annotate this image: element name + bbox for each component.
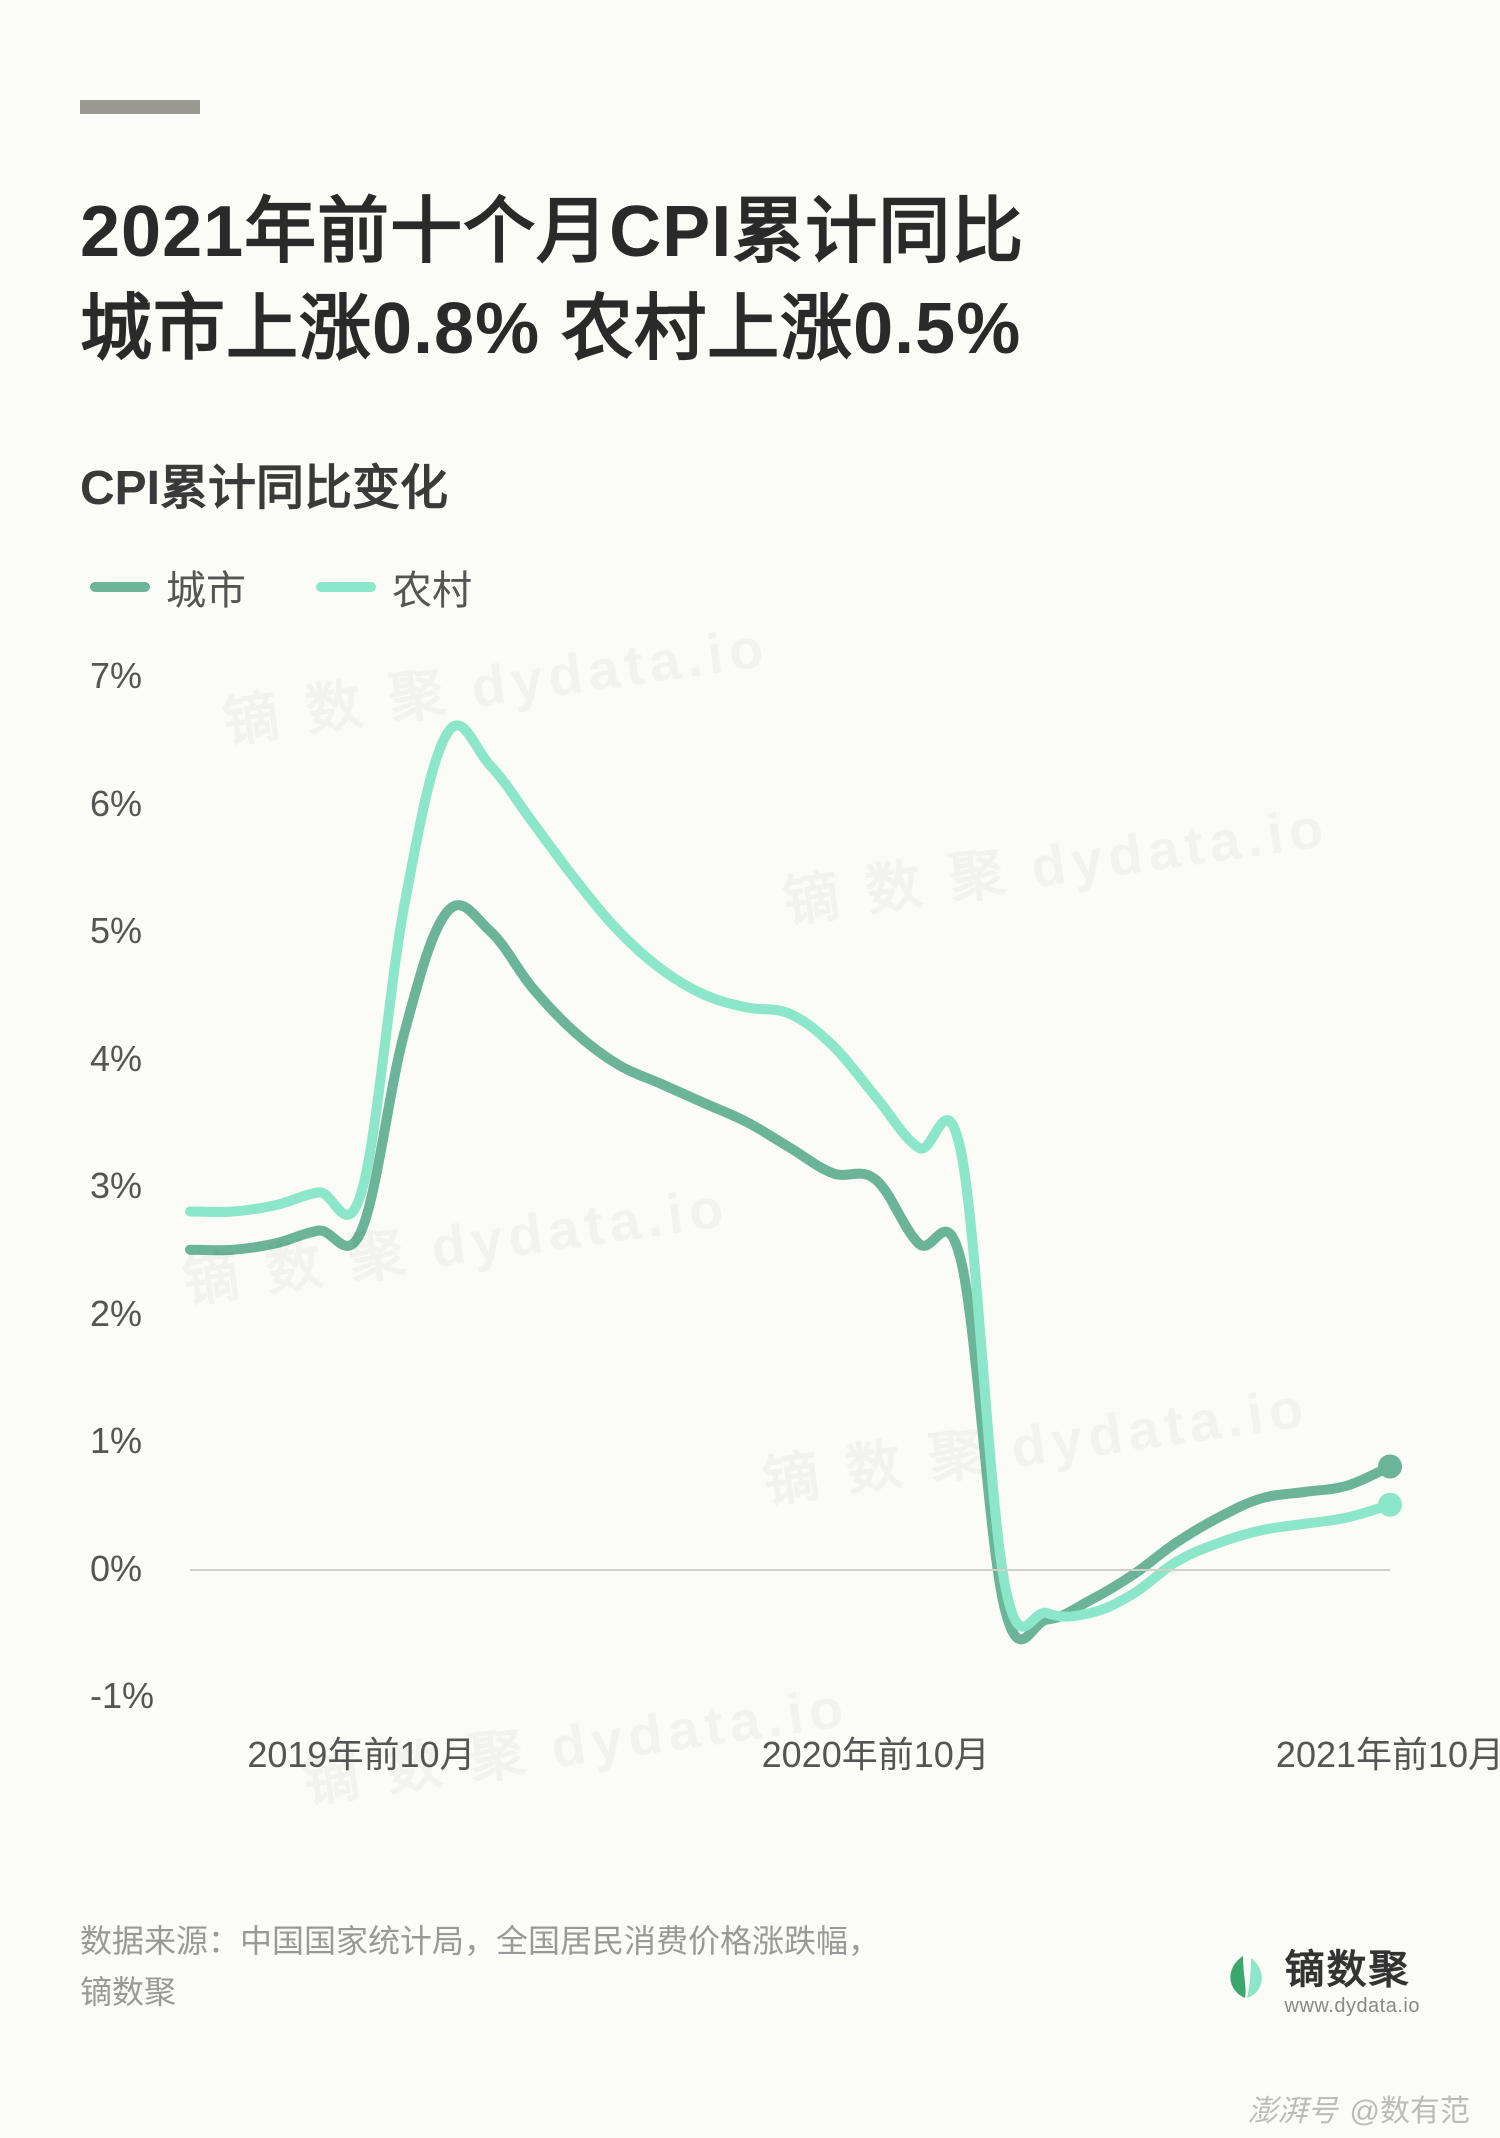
chart-subtitle: CPI累计同比变化 — [80, 448, 1420, 518]
chart: -1%0%1%2%3%4%5%6%7%2019年前10月2020年前10月202… — [80, 646, 1420, 1826]
brand-url: www.dydata.io — [1285, 1995, 1420, 2018]
x-tick-label: 2019年前10月 — [247, 1726, 475, 1778]
brand-text: 镝数聚 www.dydata.io — [1285, 1937, 1420, 2018]
y-tick-label: 1% — [90, 1420, 142, 1462]
series-end-marker-0 — [1378, 1455, 1402, 1479]
legend-label-rural: 农村 — [392, 558, 472, 616]
y-tick-label: 4% — [90, 1038, 142, 1080]
y-tick-label: 0% — [90, 1548, 142, 1590]
watermark-left: 澎湃号 — [1248, 2086, 1338, 2130]
legend: 城市 农村 — [80, 558, 1420, 616]
source-text: 数据来源：中国国家统计局，全国居民消费价格涨跌幅，镝数聚 — [80, 1916, 880, 2018]
brand: 镝数聚 www.dydata.io — [1217, 1937, 1420, 2018]
series-line-1 — [190, 726, 1390, 1627]
series-end-marker-1 — [1378, 1493, 1402, 1517]
y-tick-label: 5% — [90, 910, 142, 952]
y-tick-label: 7% — [90, 655, 142, 697]
legend-label-urban: 城市 — [166, 558, 246, 616]
legend-swatch-rural — [316, 582, 376, 592]
accent-bar — [80, 100, 200, 114]
plot-area — [190, 676, 1390, 1696]
footer-row: 数据来源：中国国家统计局，全国居民消费价格涨跌幅，镝数聚 镝数聚 www.dyd… — [80, 1916, 1420, 2018]
x-tick-label: 2021年前10月 — [1276, 1726, 1500, 1778]
y-tick-label: 6% — [90, 783, 142, 825]
y-tick-label: -1% — [90, 1675, 154, 1717]
y-tick-label: 3% — [90, 1165, 142, 1207]
x-tick-label: 2020年前10月 — [762, 1726, 990, 1778]
chart-svg — [190, 676, 1390, 1696]
legend-swatch-urban — [90, 582, 150, 592]
legend-item-urban: 城市 — [90, 558, 246, 616]
y-tick-label: 2% — [90, 1293, 142, 1335]
brand-leaf-icon — [1217, 1950, 1273, 2006]
title-line-1: 2021年前十个月CPI累计同比 — [80, 184, 1420, 281]
brand-name: 镝数聚 — [1285, 1937, 1420, 1995]
bottom-watermark: 澎湃号 @数有范 — [0, 2086, 1500, 2130]
zero-gridline — [190, 1569, 1390, 1571]
title-block: 2021年前十个月CPI累计同比 城市上涨0.8% 农村上涨0.5% — [80, 184, 1420, 378]
watermark-right: @数有范 — [1350, 2086, 1470, 2130]
title-line-2: 城市上涨0.8% 农村上涨0.5% — [80, 281, 1420, 378]
infographic-page: 2021年前十个月CPI累计同比 城市上涨0.8% 农村上涨0.5% CPI累计… — [0, 0, 1500, 2138]
legend-item-rural: 农村 — [316, 558, 472, 616]
